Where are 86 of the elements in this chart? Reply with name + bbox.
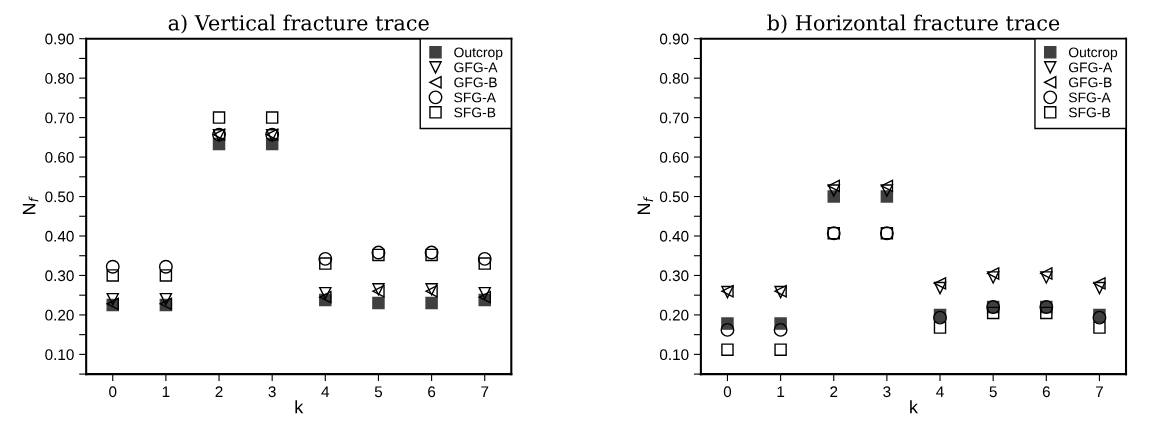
point [477, 251, 492, 266]
x-tick-label: 1 [777, 386, 785, 397]
y-tick-label: 0.20 [45, 309, 74, 321]
point [1040, 271, 1053, 284]
x-tick-label: 3 [883, 386, 891, 398]
point [159, 292, 173, 306]
legend-label: GFG-B [1068, 77, 1112, 88]
chart-title: a) Vertical fracture trace [168, 14, 429, 34]
y-tick-label: 0.40 [659, 230, 689, 242]
point [319, 257, 332, 270]
point [1040, 306, 1053, 320]
x-tick-label: 6 [428, 386, 436, 398]
y-tick-label: 0.20 [659, 309, 689, 321]
point [720, 322, 735, 337]
x-tick-label: 1 [162, 386, 170, 397]
x-tick-label: 2 [215, 386, 223, 397]
x-axis-title: k [910, 400, 918, 414]
point [105, 259, 120, 274]
point [880, 179, 894, 193]
x-tick-label: 2 [830, 386, 838, 397]
y-tick-label: 0.60 [45, 151, 74, 163]
x-tick-label: 4 [936, 386, 944, 397]
point [986, 306, 1000, 320]
point [159, 269, 173, 282]
legend-label: SFG-A [454, 92, 496, 103]
x-tick-label: 5 [374, 386, 383, 398]
point [106, 269, 119, 282]
y-tick-label: 0.60 [659, 151, 689, 163]
legend-label: Outcrop [454, 47, 503, 60]
x-tick-label: 7 [481, 386, 489, 397]
point [774, 343, 787, 356]
point [212, 111, 226, 124]
y-tick-label: 0.30 [45, 270, 74, 282]
x-tick-label: 4 [321, 386, 330, 397]
point [478, 257, 491, 270]
point [773, 322, 788, 337]
point [318, 251, 333, 266]
y-tick-label: 0.90 [659, 33, 689, 45]
x-tick-label: 0 [109, 386, 117, 398]
chart-title: b) Horizontal fracture trace [767, 14, 1060, 34]
y-tick-label: 0.10 [659, 349, 689, 361]
point [933, 321, 947, 334]
y-tick-label: 0.70 [45, 112, 74, 124]
y-tick-label: 0.50 [45, 191, 74, 203]
point [827, 184, 840, 197]
legend-label: GFG-A [454, 62, 498, 73]
x-tick-label: 7 [1095, 386, 1103, 397]
y-tick-label: 0.90 [45, 33, 74, 45]
point [933, 281, 947, 295]
point [986, 271, 1000, 284]
legend-label: GFG-B [454, 77, 497, 88]
y-tick-label: 0.30 [659, 270, 689, 282]
y-tick-label: 0.80 [659, 73, 689, 84]
legend-label: Outcrop [1068, 47, 1118, 60]
point [721, 343, 734, 356]
point [478, 286, 491, 300]
point [880, 184, 894, 197]
y-axis-title: N$_{f}$ [22, 196, 39, 215]
y-tick-label: 0.10 [45, 349, 74, 361]
point [158, 259, 173, 274]
point [265, 111, 279, 124]
point [1040, 267, 1053, 280]
x-tick-label: 0 [723, 386, 732, 398]
point [1093, 277, 1106, 290]
legend-label: SFG-B [1068, 107, 1110, 118]
x-tick-label: 3 [268, 386, 276, 398]
point [106, 292, 119, 306]
y-tick-label: 0.50 [659, 191, 689, 203]
point [1093, 281, 1106, 295]
legend-label: SFG-B [454, 107, 496, 118]
legend-label: GFG-A [1068, 62, 1113, 73]
y-tick-label: 0.70 [659, 112, 689, 124]
point [372, 296, 385, 310]
point [1093, 321, 1106, 334]
point [986, 267, 1000, 280]
y-axis-title: N$_{f}$ [637, 196, 653, 215]
y-tick-label: 0.40 [45, 230, 74, 242]
x-axis-title: k [295, 400, 304, 414]
legend-label: SFG-A [1068, 92, 1111, 103]
x-tick-label: 5 [989, 386, 997, 398]
point [827, 179, 840, 193]
x-tick-label: 6 [1042, 386, 1050, 398]
point [933, 277, 947, 290]
point [319, 286, 332, 300]
y-tick-label: 0.80 [45, 73, 74, 84]
point [425, 296, 438, 310]
